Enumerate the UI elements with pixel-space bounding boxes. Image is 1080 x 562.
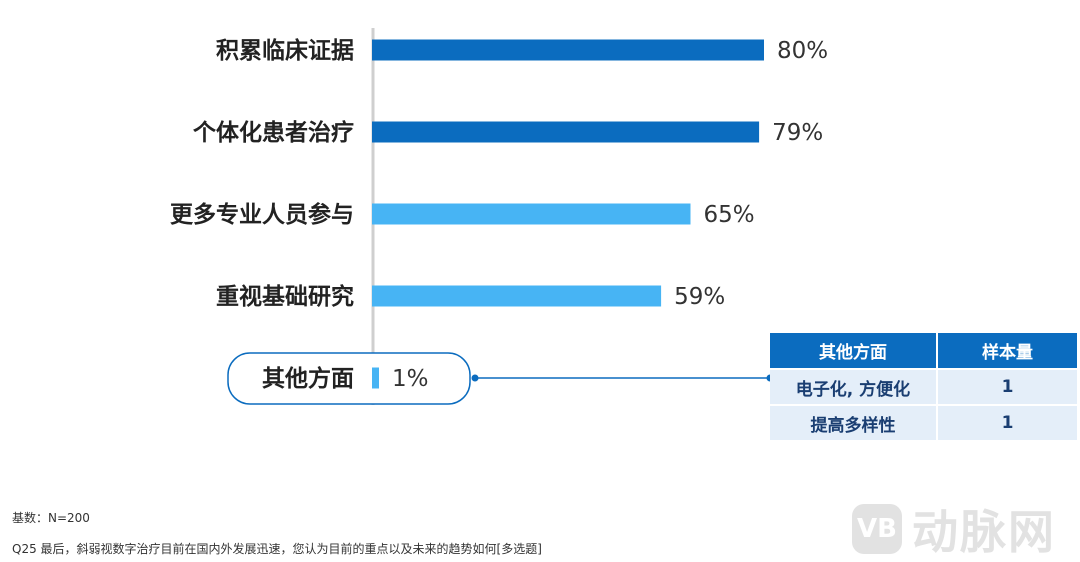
table-header-sample-size: 样本量 — [937, 333, 1077, 369]
category-label: 其他方面 — [262, 365, 354, 392]
value-label: 79% — [772, 120, 823, 146]
table-row: 提高多样性 1 — [770, 404, 1077, 440]
category-label: 积累临床证据 — [216, 37, 354, 64]
bar — [372, 39, 764, 61]
value-label: 59% — [674, 284, 725, 310]
question-note: Q25 最后，斜弱视数字治疗目前在国内外发展迅速，您认为目前的重点以及未来的趋势… — [12, 542, 542, 556]
table-cell-sample: 1 — [937, 368, 1077, 405]
category-label: 重视基础研究 — [216, 283, 354, 310]
callout-dot-left — [471, 374, 479, 382]
table-header-other-aspects: 其他方面 — [770, 333, 938, 369]
base-note: 基数：N=200 — [12, 511, 90, 525]
value-label: 65% — [704, 202, 755, 228]
other-aspects-table: 其他方面 样本量 电子化, 方便化 1 提高多样性 1 — [770, 333, 1077, 440]
bar — [372, 121, 760, 143]
vb-logo-icon: VB — [852, 504, 902, 554]
value-label: 1% — [392, 366, 429, 392]
table-cell-sample: 1 — [937, 404, 1077, 440]
value-label: 80% — [777, 38, 828, 64]
bar — [372, 367, 379, 389]
watermark-text: 动脉网 — [912, 505, 1056, 559]
category-label: 更多专业人员参与 — [170, 201, 354, 228]
table-header-row: 其他方面 样本量 — [770, 333, 1077, 369]
table-cell-aspect: 电子化, 方便化 — [770, 368, 938, 405]
category-label: 个体化患者治疗 — [193, 119, 354, 146]
highlight-callout-box — [227, 352, 471, 405]
bar — [372, 203, 691, 225]
watermark: VB 动脉网 — [852, 496, 1056, 562]
bar — [372, 285, 662, 307]
table-row: 电子化, 方便化 1 — [770, 368, 1077, 405]
table-cell-aspect: 提高多样性 — [770, 404, 938, 440]
